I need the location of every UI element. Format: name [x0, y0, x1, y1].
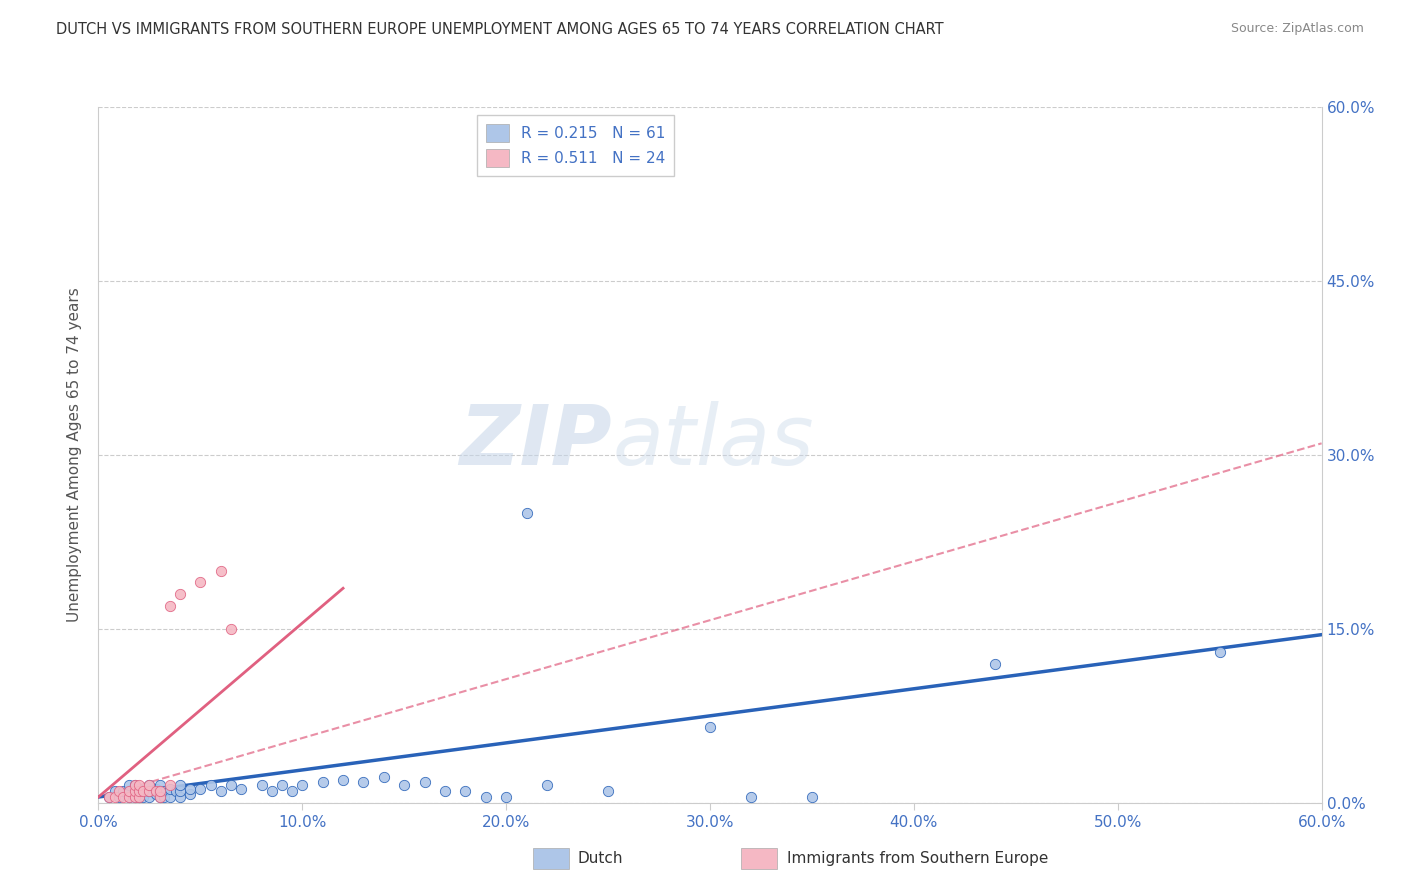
Point: [699, 721, 721, 735]
Point: [219, 622, 242, 636]
Point: [231, 781, 253, 796]
Point: [801, 790, 824, 805]
Point: [118, 778, 141, 792]
Point: [128, 790, 150, 805]
Point: [260, 784, 283, 798]
Point: [536, 778, 558, 792]
Point: [97, 790, 120, 805]
Point: [145, 787, 167, 801]
Point: [138, 784, 160, 798]
Point: [118, 790, 141, 805]
Text: ZIP: ZIP: [460, 401, 612, 482]
Point: [124, 790, 146, 805]
Text: DUTCH VS IMMIGRANTS FROM SOUTHERN EUROPE UNEMPLOYMENT AMONG AGES 65 TO 74 YEARS : DUTCH VS IMMIGRANTS FROM SOUTHERN EUROPE…: [56, 22, 943, 37]
Point: [165, 784, 187, 798]
Point: [169, 790, 191, 805]
Point: [250, 778, 273, 792]
Point: [454, 784, 477, 798]
Point: [128, 787, 150, 801]
Point: [132, 790, 155, 805]
Point: [108, 790, 131, 805]
Point: [169, 778, 191, 792]
FancyBboxPatch shape: [741, 848, 778, 869]
Text: atlas: atlas: [612, 401, 814, 482]
Point: [152, 790, 174, 805]
Point: [138, 778, 160, 792]
Point: [124, 790, 146, 805]
Point: [149, 790, 172, 805]
Point: [179, 781, 201, 796]
Point: [332, 772, 354, 787]
Text: Dutch: Dutch: [578, 851, 623, 866]
Point: [740, 790, 762, 805]
Point: [352, 775, 374, 789]
Point: [188, 781, 212, 796]
Point: [392, 778, 416, 792]
Point: [474, 790, 498, 805]
Point: [188, 575, 212, 590]
Point: [132, 784, 155, 798]
Point: [97, 790, 120, 805]
Point: [128, 784, 150, 798]
Point: [124, 784, 146, 798]
Point: [128, 781, 150, 796]
Point: [104, 784, 127, 798]
Point: [516, 506, 538, 520]
Point: [124, 778, 146, 792]
Point: [149, 778, 172, 792]
Point: [373, 770, 395, 784]
Text: Immigrants from Southern Europe: Immigrants from Southern Europe: [787, 851, 1049, 866]
Point: [149, 790, 172, 805]
Point: [169, 587, 191, 601]
Point: [145, 784, 167, 798]
Point: [179, 787, 201, 801]
Point: [118, 784, 141, 798]
Point: [138, 778, 160, 792]
Point: [159, 781, 181, 796]
Point: [270, 778, 294, 792]
Point: [149, 784, 172, 798]
Point: [145, 781, 167, 796]
Point: [118, 790, 141, 805]
Point: [209, 564, 232, 578]
Point: [149, 784, 172, 798]
Point: [219, 778, 242, 792]
Point: [281, 784, 304, 798]
Point: [138, 784, 160, 798]
Point: [159, 778, 181, 792]
Point: [1209, 645, 1232, 659]
Point: [111, 790, 134, 805]
Point: [124, 778, 146, 792]
Y-axis label: Unemployment Among Ages 65 to 74 years: Unemployment Among Ages 65 to 74 years: [67, 287, 83, 623]
Point: [312, 775, 335, 789]
Point: [128, 778, 150, 792]
Point: [132, 784, 155, 798]
Point: [128, 790, 150, 805]
Point: [598, 784, 620, 798]
Point: [209, 784, 232, 798]
Point: [124, 784, 146, 798]
Point: [108, 784, 131, 798]
Point: [200, 778, 222, 792]
Point: [413, 775, 436, 789]
Point: [169, 784, 191, 798]
Point: [495, 790, 517, 805]
Point: [138, 790, 160, 805]
FancyBboxPatch shape: [533, 848, 569, 869]
Point: [434, 784, 457, 798]
Point: [984, 657, 1007, 671]
Legend: R = 0.215   N = 61, R = 0.511   N = 24: R = 0.215 N = 61, R = 0.511 N = 24: [477, 115, 675, 177]
Point: [118, 784, 141, 798]
Point: [104, 790, 127, 805]
Point: [152, 784, 174, 798]
Point: [159, 790, 181, 805]
Point: [291, 778, 314, 792]
Point: [111, 784, 134, 798]
Text: Source: ZipAtlas.com: Source: ZipAtlas.com: [1230, 22, 1364, 36]
Point: [159, 599, 181, 613]
